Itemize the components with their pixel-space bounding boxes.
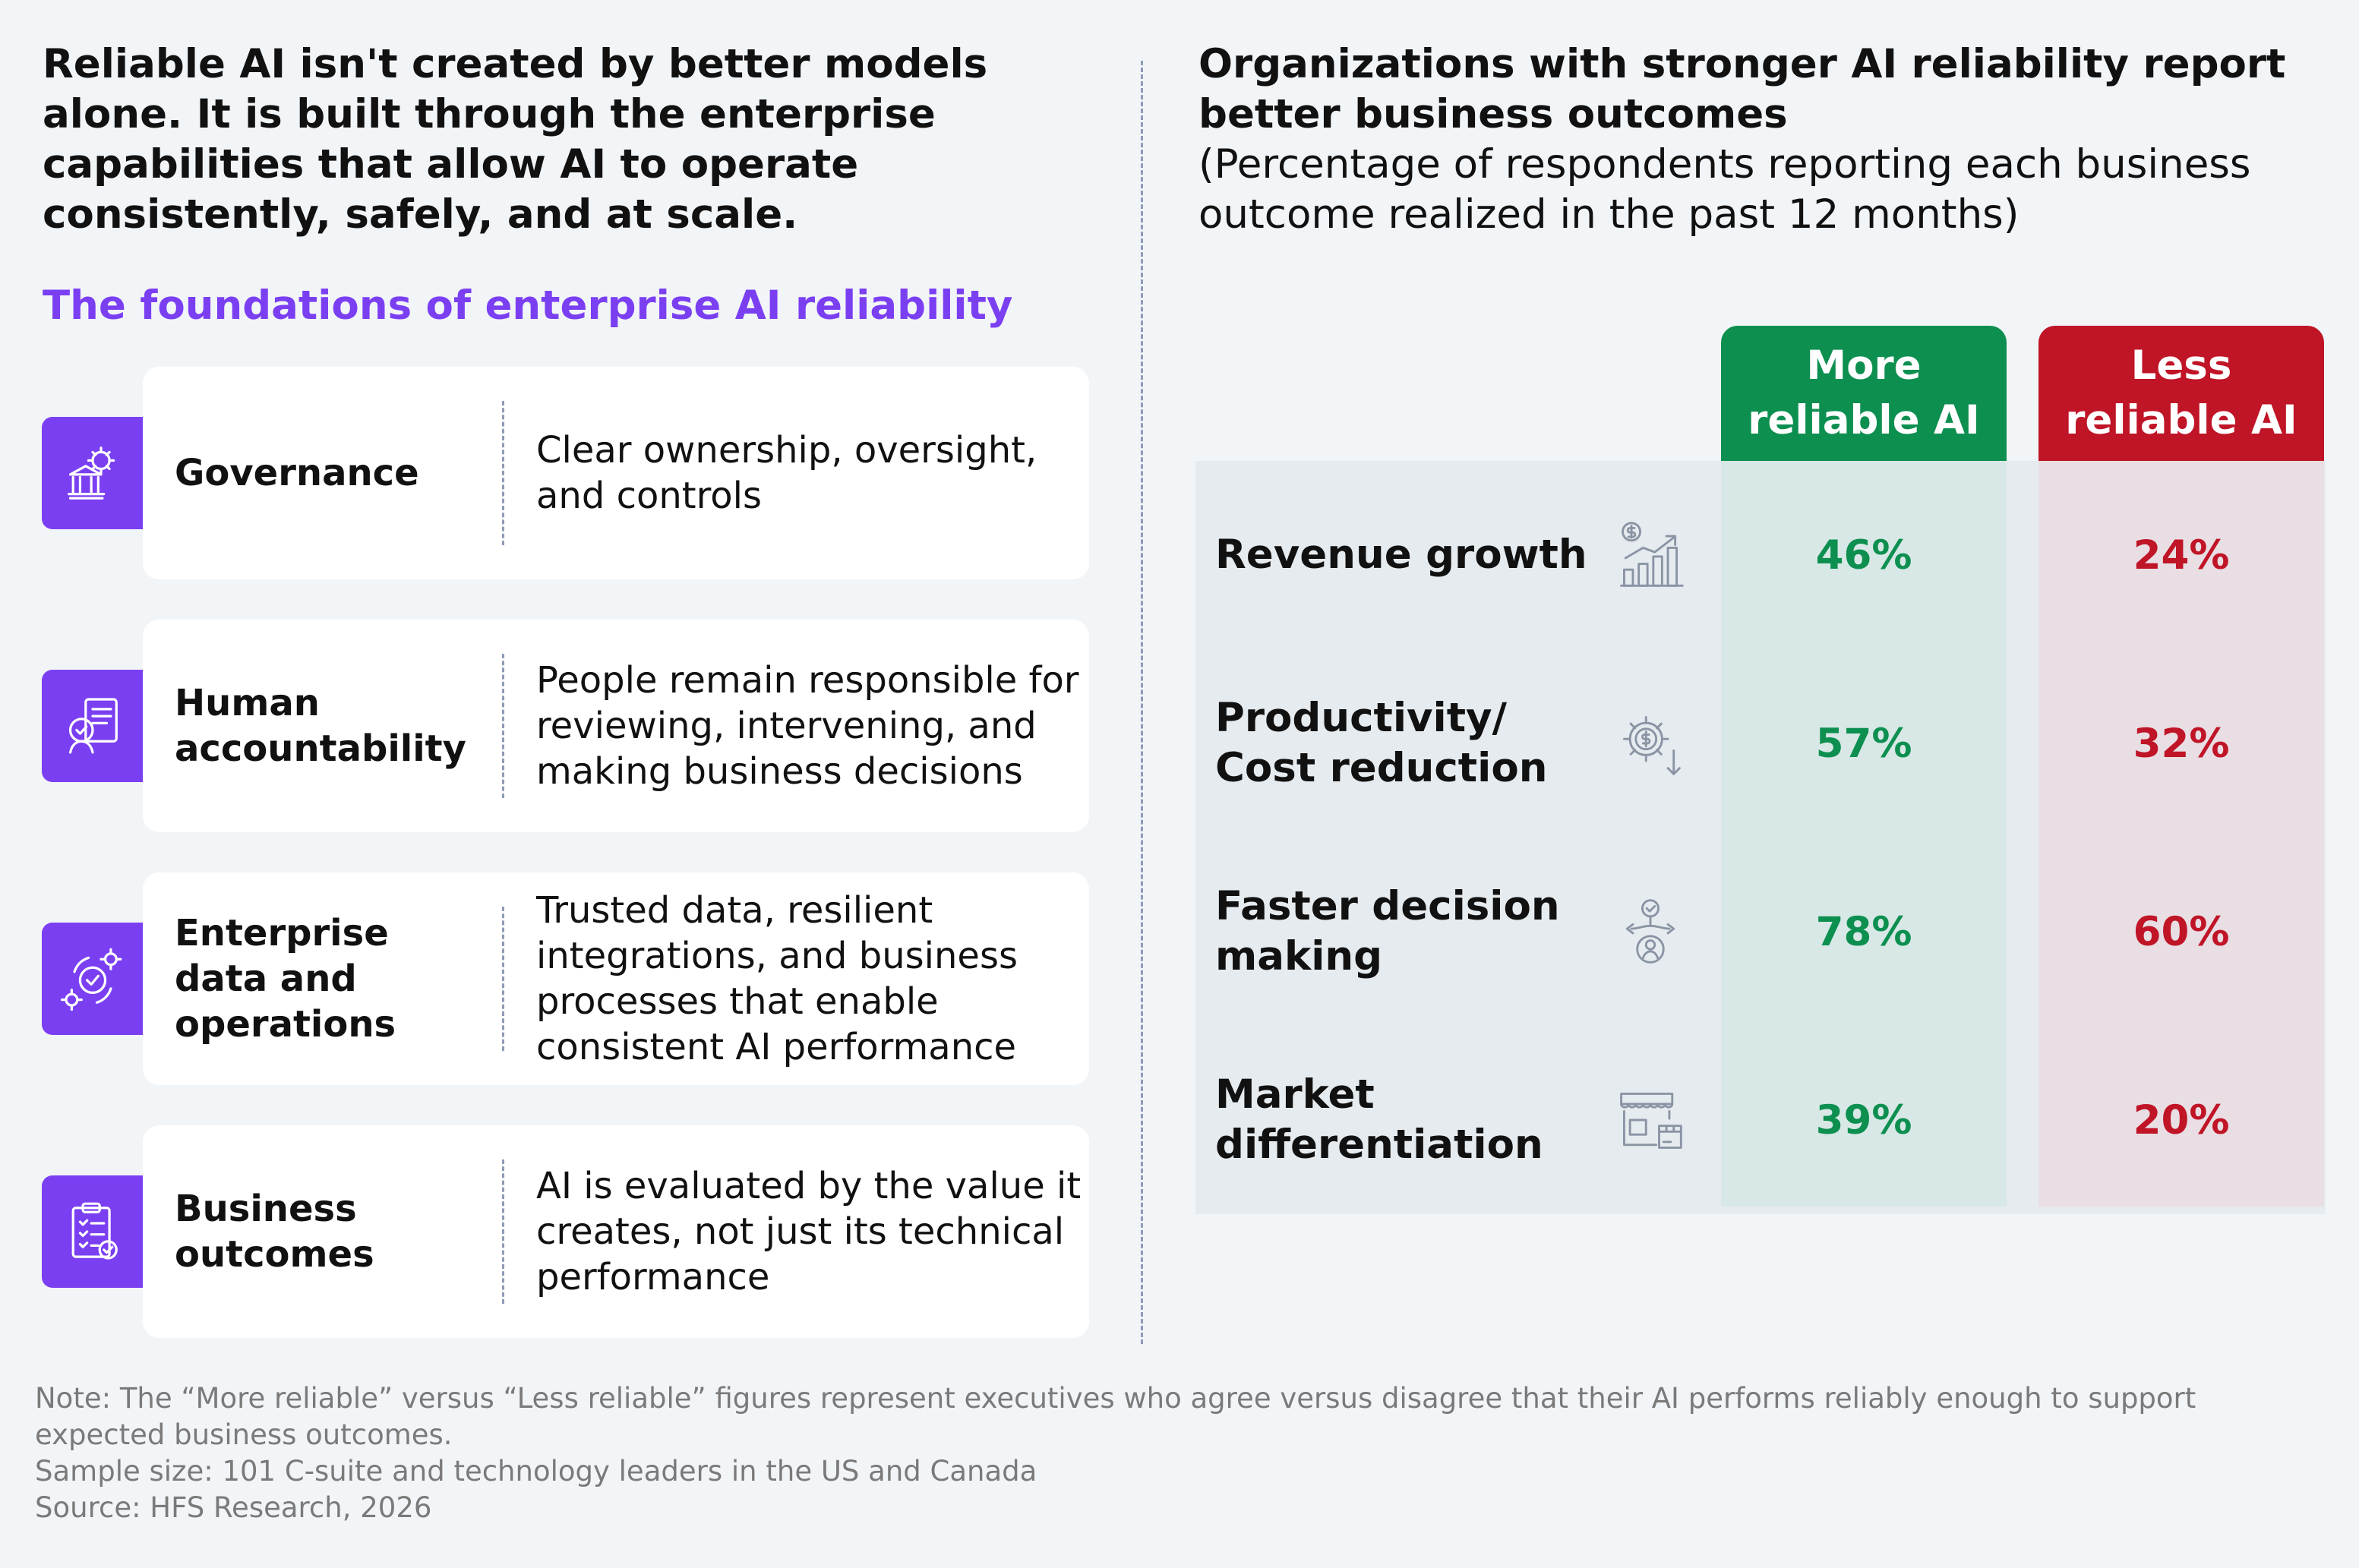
row-label: Market differentiation: [1215, 1071, 1543, 1168]
row-label: Faster decision making: [1215, 883, 1560, 980]
capability-card-business-outcomes: [143, 1125, 1089, 1338]
revenue-chart-icon: [1620, 522, 1684, 587]
value-more-reliable: 39%: [1815, 1096, 1912, 1144]
headline: Reliable AI isn't created by better mode…: [43, 41, 988, 238]
capability-description: Clear ownership, oversight, and controls: [536, 429, 1037, 517]
more-reliable-column: [1721, 461, 2007, 1207]
value-less-reliable: 32%: [2133, 720, 2230, 767]
capability-icon-tile: [42, 923, 143, 1035]
note-text: Note: The “More reliable” versus “Less r…: [35, 1382, 2196, 1451]
capability-name: Governance: [175, 452, 419, 494]
value-more-reliable: 57%: [1815, 720, 1912, 767]
capability-description: Trusted data, resilient integrations, an…: [536, 889, 1018, 1068]
value-more-reliable: 78%: [1815, 908, 1912, 955]
row-label: Productivity/ Cost reduction: [1215, 695, 1548, 791]
capability-icon-tile: [42, 417, 143, 529]
capability-icon-tile: [42, 1175, 143, 1288]
chart-subtitle: (Percentage of respondents reporting eac…: [1198, 141, 2251, 238]
card-divider: [502, 401, 504, 545]
value-less-reliable: 20%: [2133, 1096, 2230, 1144]
storefront-icon: [1620, 1093, 1682, 1149]
column-header-more-reliable: More reliable AI: [1721, 326, 2007, 461]
value-less-reliable: 60%: [2133, 908, 2230, 955]
card-divider: [502, 907, 504, 1051]
bank-gear-icon: [67, 446, 115, 500]
capability-name: Enterprise data and operations: [175, 912, 396, 1046]
decision-arrows-icon: [1625, 899, 1675, 964]
value-less-reliable: 24%: [2133, 532, 2230, 579]
capability-card-human-accountability: [143, 620, 1089, 832]
card-divider: [502, 654, 504, 798]
capability-name: Business outcomes: [175, 1188, 374, 1276]
footnotes: Note: The “More reliable” versus “Less r…: [35, 1380, 2237, 1526]
source-text: Source: HFS Research, 2026: [35, 1491, 432, 1524]
capability-name: Human accountability: [175, 682, 466, 770]
card-divider: [502, 1159, 504, 1304]
dollar-gear-icon: [1623, 716, 1681, 775]
person-checklist-icon: [68, 698, 118, 754]
clipboard-check-icon: [71, 1202, 118, 1260]
capability-description: AI is evaluated by the value it creates,…: [536, 1165, 1082, 1298]
capability-card-enterprise-data: [143, 872, 1089, 1085]
foundations-title: The foundations of enterprise AI reliabi…: [43, 282, 1013, 329]
gears-check-icon: [60, 948, 122, 1011]
column-header-less-reliable: Less reliable AI: [2038, 326, 2324, 461]
row-label: Revenue growth: [1215, 532, 1587, 578]
value-more-reliable: 46%: [1815, 532, 1912, 579]
capability-description: People remain responsible for reviewing,…: [536, 659, 1079, 793]
column-divider: [1141, 61, 1143, 1344]
capability-icon-tile: [42, 670, 143, 782]
sample-size-text: Sample size: 101 C-suite and technology …: [35, 1455, 1037, 1488]
chart-title: Organizations with stronger AI reliabili…: [1198, 41, 2286, 137]
capability-card-governance: [143, 367, 1089, 579]
less-reliable-column: [2038, 461, 2324, 1207]
